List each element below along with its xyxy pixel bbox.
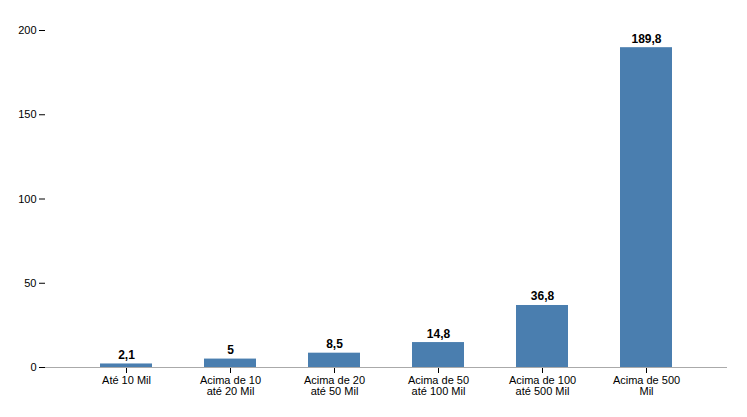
svg-text:150: 150 — [18, 108, 36, 120]
svg-text:Até 10 Mil: Até 10 Mil — [102, 374, 151, 386]
svg-text:Acima de 20até 50 Mil: Acima de 20até 50 Mil — [304, 374, 365, 397]
svg-text:Acima de 10até 20 Mil: Acima de 10até 20 Mil — [200, 374, 261, 397]
svg-text:189,8: 189,8 — [631, 32, 661, 46]
svg-text:Acima de 50até 100 Mil: Acima de 50até 100 Mil — [408, 374, 469, 397]
svg-text:5: 5 — [227, 343, 234, 357]
svg-text:8,5: 8,5 — [326, 337, 343, 351]
svg-text:50: 50 — [24, 277, 36, 289]
svg-text:14,8: 14,8 — [427, 327, 451, 341]
svg-text:2,1: 2,1 — [118, 348, 135, 362]
svg-text:0: 0 — [30, 361, 36, 373]
svg-text:Acima de 100até 500 Mil: Acima de 100até 500 Mil — [509, 374, 576, 397]
svg-text:Acima de 500Mil: Acima de 500Mil — [613, 374, 680, 397]
svg-text:36,8: 36,8 — [531, 289, 555, 303]
svg-text:200: 200 — [18, 24, 36, 36]
svg-text:100: 100 — [18, 193, 36, 205]
